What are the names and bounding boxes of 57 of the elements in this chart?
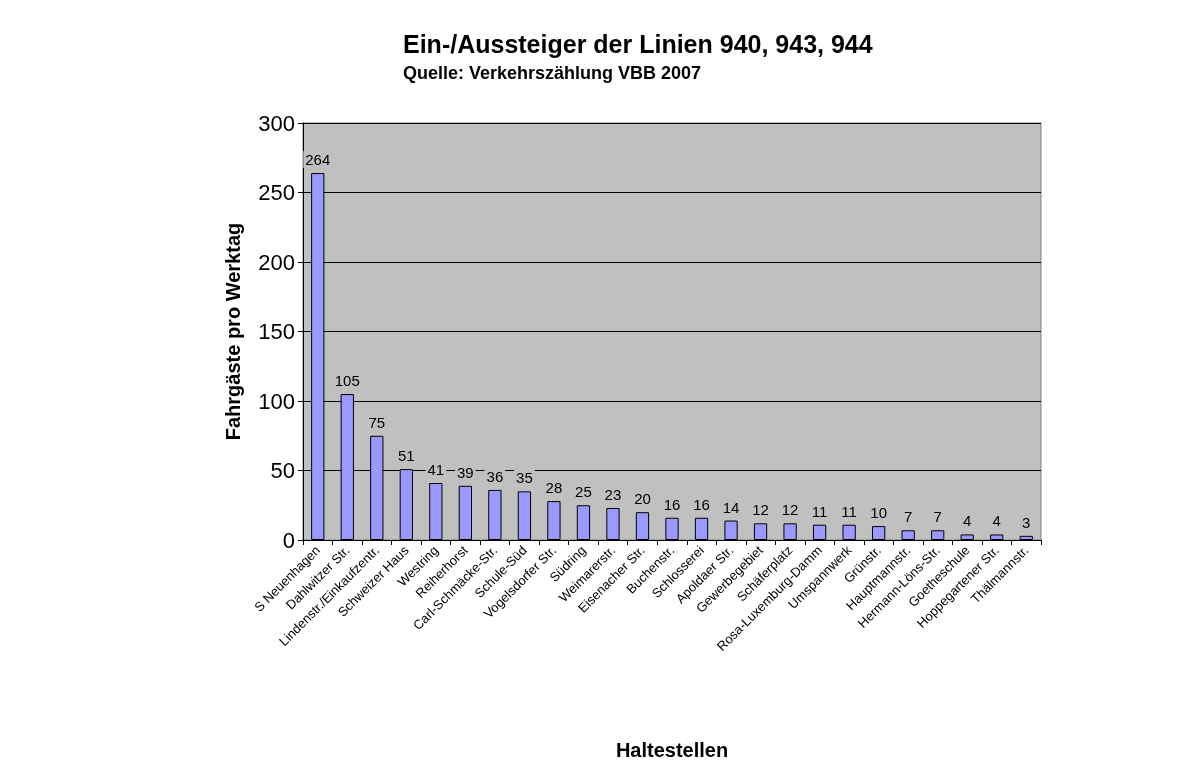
bar	[901, 530, 915, 540]
y-tick-label: 150	[258, 319, 295, 344]
bar	[606, 508, 620, 540]
data-label: 12	[781, 501, 799, 519]
bar	[783, 523, 797, 540]
data-label: 16	[693, 495, 710, 513]
bar	[429, 483, 443, 540]
data-label: 16	[663, 495, 681, 513]
bar	[960, 534, 974, 540]
bar	[990, 534, 1004, 540]
bar	[635, 512, 650, 540]
data-label: 75	[368, 413, 386, 431]
bar	[547, 501, 561, 540]
data-label: 14	[722, 498, 740, 516]
bar	[931, 530, 945, 540]
data-label: 35	[516, 469, 533, 487]
bar	[872, 526, 886, 540]
data-label: 4	[963, 512, 972, 530]
data-label: 10	[870, 504, 887, 522]
data-label: 264	[305, 151, 331, 169]
data-label: 23	[604, 486, 622, 504]
bar	[1019, 535, 1033, 540]
bar	[753, 523, 768, 540]
data-label: 11	[811, 502, 828, 520]
y-axis-title: Fahrgäste pro Werktag	[222, 222, 244, 441]
bar	[488, 489, 502, 540]
data-label: 7	[933, 508, 942, 526]
data-label: 4	[992, 512, 1001, 530]
data-label: 105	[334, 372, 360, 390]
data-label: 3	[1022, 513, 1031, 531]
x-axis-title: Haltestellen	[615, 739, 729, 761]
data-label: 11	[841, 502, 857, 520]
y-tick-label: 100	[258, 388, 295, 414]
data-label: 25	[575, 483, 592, 501]
chart-title: Ein-/Aussteiger der Linien 940, 943, 944	[403, 29, 873, 58]
bar	[458, 485, 472, 540]
bar	[812, 524, 827, 540]
data-label: 51	[397, 447, 415, 465]
data-label: 12	[752, 501, 769, 519]
y-tick-label: 0	[282, 527, 295, 553]
bar	[665, 517, 679, 540]
data-label: 41	[427, 461, 445, 479]
bar	[842, 524, 856, 540]
data-label: 28	[545, 479, 563, 497]
bar	[694, 517, 709, 540]
data-label: 39	[457, 463, 474, 481]
bar	[517, 491, 532, 540]
y-tick-label: 250	[258, 180, 295, 205]
bar	[576, 505, 591, 540]
y-tick-label: 50	[270, 458, 295, 483]
chart-subtitle: Quelle: Verkehrszählung VBB 2007	[403, 63, 702, 83]
y-tick-label: 300	[258, 110, 295, 136]
y-tick-label: 200	[258, 249, 295, 275]
data-label: 7	[903, 508, 913, 526]
data-label: 36	[486, 467, 504, 485]
bar	[724, 520, 738, 540]
data-label: 20	[634, 490, 651, 508]
